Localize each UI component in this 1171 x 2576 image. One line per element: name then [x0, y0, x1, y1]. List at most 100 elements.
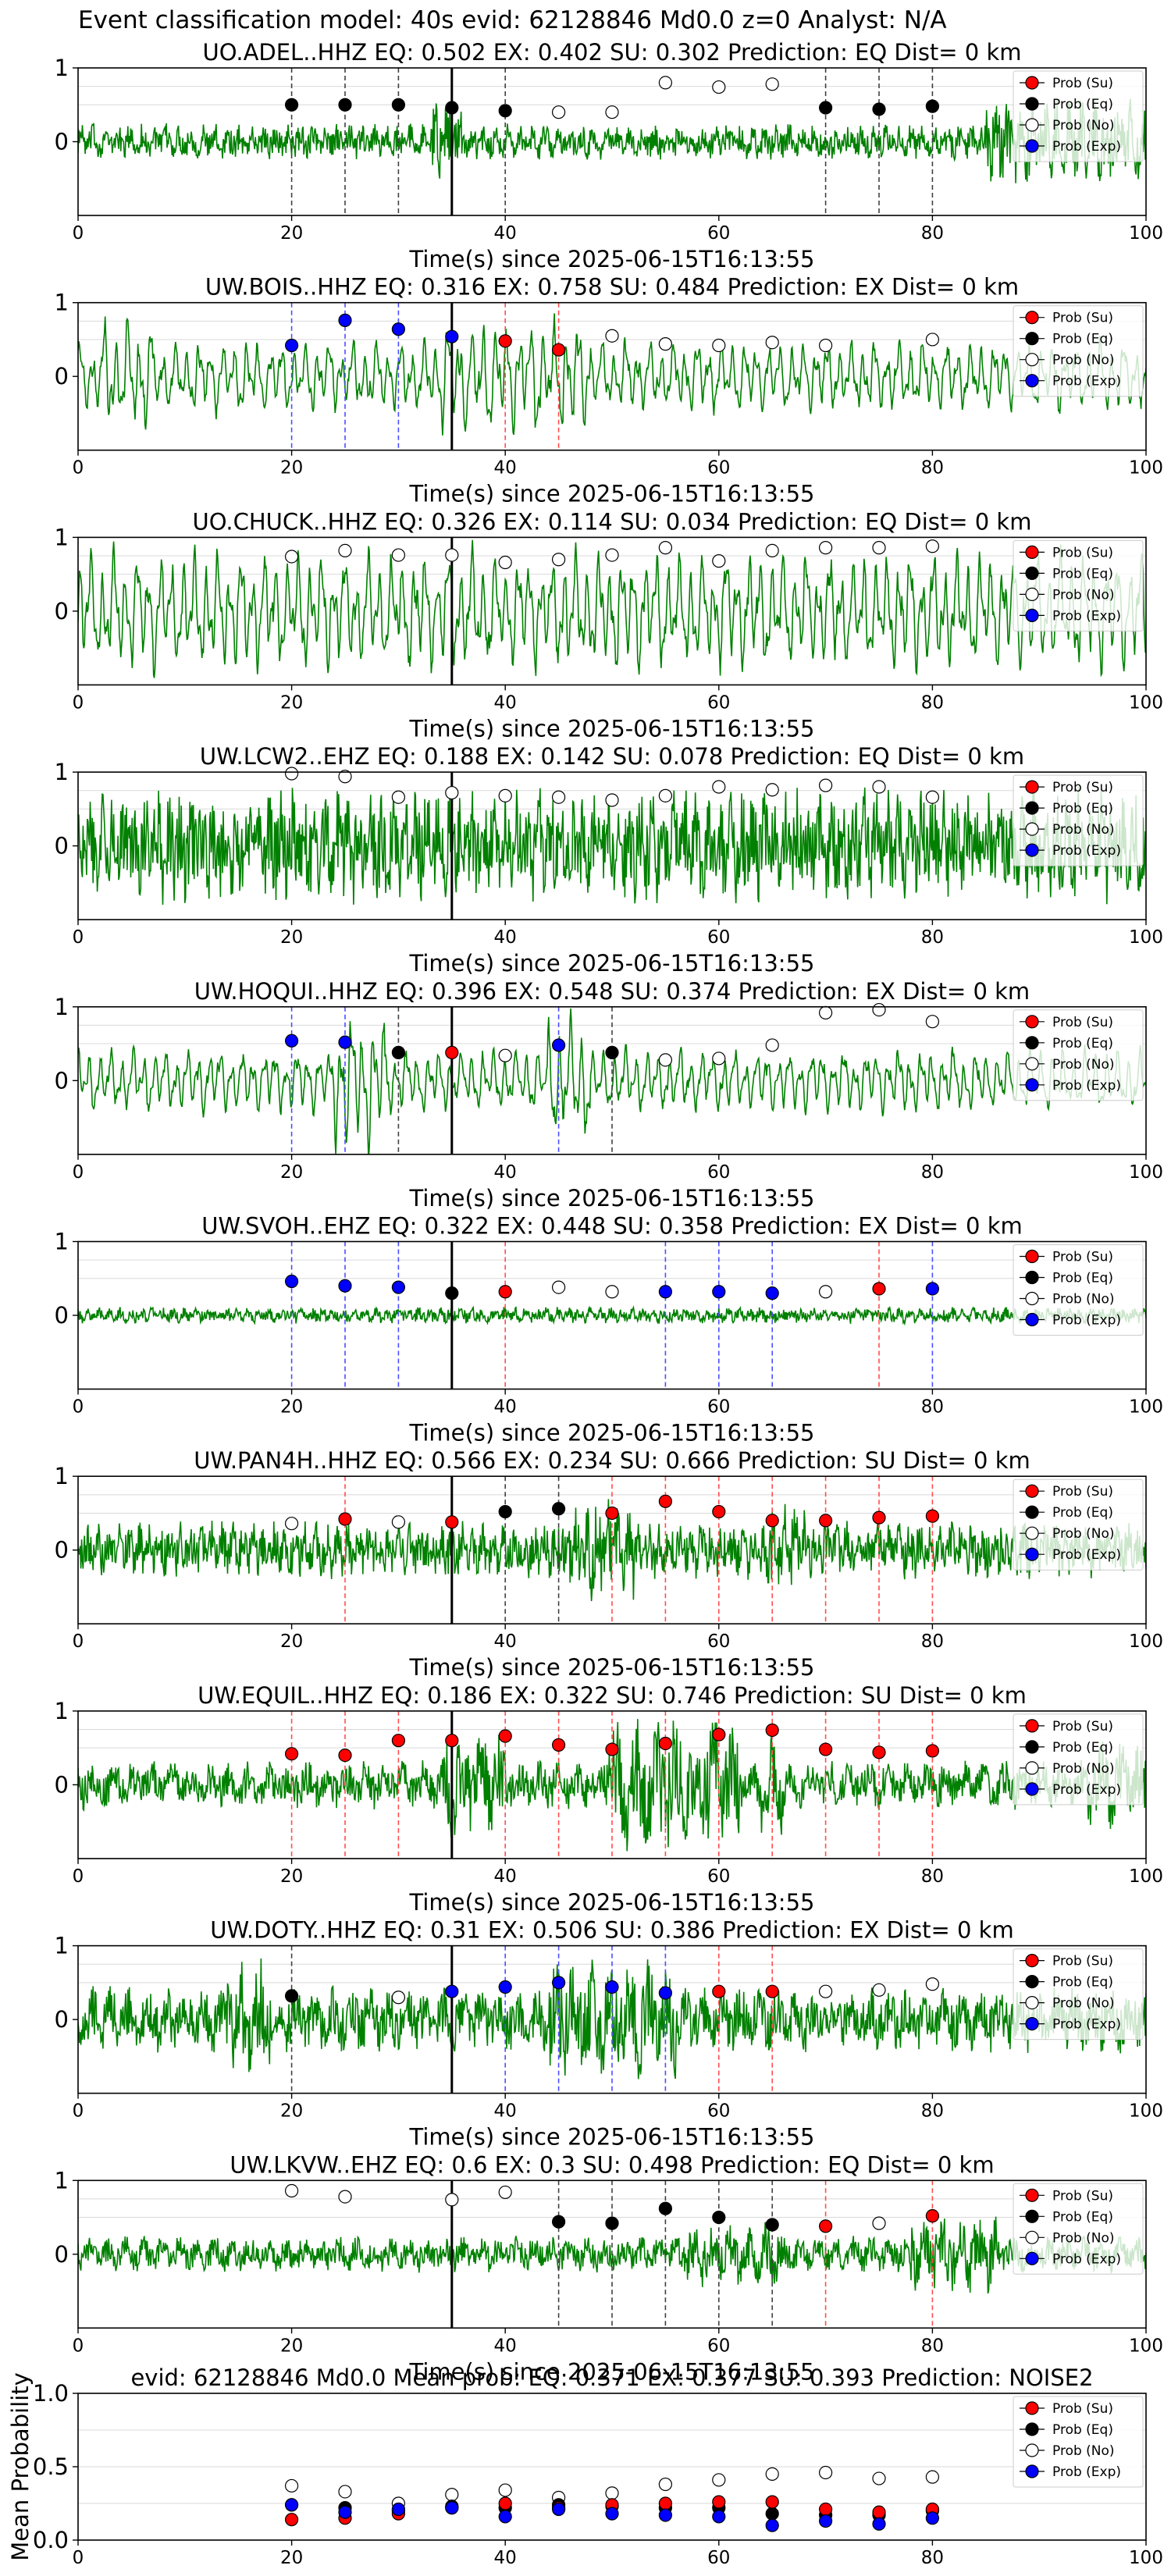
panel-7-legend-label-no: Prob (No): [1052, 1526, 1115, 1542]
panel-5-legend-marker-su: [1025, 1015, 1039, 1029]
panel-9-xtick-label-2: 40: [494, 2101, 517, 2122]
panel-11-xtick-label-5: 100: [1129, 2548, 1163, 2568]
panel-3-point-no-10: [818, 541, 833, 555]
panel-10-point-no-3: [498, 2185, 512, 2200]
panel-10-point-su-9: [818, 2219, 833, 2233]
panel-8-ytick-label-0: 0: [55, 1771, 69, 1798]
panel-7-legend-marker-su: [1025, 1484, 1039, 1498]
panel-4-point-no-4: [498, 788, 512, 802]
panel-4-title: UW.LCW2..EHZ EQ: 0.188 EX: 0.142 SU: 0.0…: [200, 743, 1024, 770]
panel-1-ytick-label-0: 0: [55, 129, 69, 155]
panel-6-point-no-6: [605, 1285, 619, 1299]
panel-1-legend-label-exp: Prob (Exp): [1052, 139, 1121, 155]
panel-1-point-no-7: [658, 76, 673, 90]
panel-1-point-no-8: [712, 80, 726, 94]
panel-7-xtick-label-4: 80: [921, 1631, 944, 1652]
panel-11-legend-label-exp: Prob (Exp): [1052, 2464, 1121, 2480]
panel-10-point-no-10: [872, 2216, 886, 2230]
panel-2-point-su-4: [498, 334, 512, 348]
panel-10-legend-label-eq: Prob (Eq): [1052, 2209, 1113, 2225]
panel-5-point-eq-2: [391, 1045, 405, 1059]
panel-5-point-no-8: [712, 1051, 726, 1066]
panel-4-point-no-8: [712, 780, 726, 794]
panel-6-point-no-5: [551, 1280, 566, 1294]
panel-8-title: UW.EQUIL..HHZ EQ: 0.186 EX: 0.322 SU: 0.…: [198, 1682, 1027, 1709]
panel-3-point-no-8: [712, 554, 726, 568]
panel-3-ytick-label-1: 1: [55, 524, 69, 550]
panel-2-title: UW.BOIS..HHZ EQ: 0.316 EX: 0.758 SU: 0.4…: [205, 274, 1019, 301]
panel-8: UW.EQUIL..HHZ EQ: 0.186 EX: 0.322 SU: 0.…: [55, 1682, 1163, 1916]
panel-1-title: UO.ADEL..HHZ EQ: 0.502 EX: 0.402 SU: 0.3…: [202, 39, 1021, 66]
panel-11-legend-label-su: Prob (Su): [1052, 2401, 1113, 2417]
panel-11-point-no-4: [498, 2483, 512, 2497]
panel-6-point-eq-3: [445, 1286, 459, 1300]
panel-11-point-su-36: [818, 2502, 833, 2517]
panel-5-point-su-3: [445, 1045, 459, 1059]
panel-5-legend-label-exp: Prob (Exp): [1052, 1078, 1121, 1094]
panel-10-point-eq-6: [658, 2201, 673, 2215]
panel-11-point-exp-41: [391, 2502, 405, 2517]
panel-6-legend-label-exp: Prob (Exp): [1052, 1313, 1121, 1329]
panel-2-legend-label-eq: Prob (Eq): [1052, 332, 1113, 347]
panel-11-point-no-6: [605, 2486, 619, 2500]
panel-8-point-su-8: [712, 1727, 726, 1742]
panel-4-xtick-label-1: 20: [280, 927, 303, 948]
panel-6-point-no-10: [818, 1285, 833, 1299]
panel-10-point-eq-4: [551, 2215, 566, 2229]
panel-11-point-su-30: [498, 2496, 512, 2510]
panel-11-point-su-35: [765, 2495, 779, 2509]
panel-1-legend-label-no: Prob (No): [1052, 118, 1115, 133]
panel-9-legend-label-no: Prob (No): [1052, 1996, 1115, 2012]
panel-11-point-no-8: [712, 2473, 726, 2487]
panel-5-point-exp-1: [338, 1035, 352, 1049]
panel-8-xtick-label-1: 20: [280, 1866, 303, 1887]
panel-7-point-su-12: [925, 1509, 940, 1523]
panel-8-xtick-label-0: 0: [73, 1866, 84, 1887]
panel-8-legend-marker-eq: [1025, 1740, 1039, 1754]
panel-11-xtick-label-3: 60: [707, 2548, 730, 2568]
panel-4-legend-label-su: Prob (Su): [1052, 780, 1113, 795]
panel-8-ytick-label-1: 1: [55, 1698, 69, 1724]
panel-2-xtick-label-2: 40: [494, 458, 517, 479]
panel-2-point-exp-3: [445, 329, 459, 343]
panel-5-point-exp-0: [285, 1034, 299, 1048]
panel-10-ytick-label-0: 0: [55, 2241, 69, 2268]
panel-9-legend-box: [1013, 1948, 1144, 2041]
panel-11-point-exp-48: [765, 2518, 779, 2532]
panel-1-ytick-label-1: 1: [55, 55, 69, 81]
panel-6-waveform: [78, 1305, 1146, 1326]
panel-8-point-su-11: [872, 1745, 886, 1759]
panel-3-point-no-4: [498, 555, 512, 570]
panel-7-xtick-label-5: 100: [1129, 1631, 1163, 1652]
panel-9-xtick-label-0: 0: [73, 2101, 84, 2122]
panel-11-point-exp-49: [818, 2514, 833, 2528]
panel-3: UO.CHUCK..HHZ EQ: 0.326 EX: 0.114 SU: 0.…: [55, 508, 1163, 742]
panel-7-point-su-8: [712, 1504, 726, 1519]
panel-10-xtick-label-3: 60: [707, 2336, 730, 2356]
panel-4-xtick-label-0: 0: [73, 927, 84, 948]
panel-11-point-no-11: [872, 2471, 886, 2485]
panel-1-legend-label-su: Prob (Su): [1052, 76, 1113, 91]
panel-10-legend-marker-su: [1025, 2188, 1039, 2202]
panel-2-xtick-label-3: 60: [707, 458, 730, 479]
panel-11-point-exp-40: [338, 2505, 352, 2519]
panel-10: UW.LKVW..EHZ EQ: 0.6 EX: 0.3 SU: 0.498 P…: [55, 2151, 1163, 2385]
panel-9-point-exp-2: [445, 1984, 459, 1998]
panel-8-point-su-9: [765, 1723, 779, 1738]
panel-8-legend-marker-su: [1025, 1719, 1039, 1733]
panel-3-xtick-label-4: 80: [921, 692, 944, 713]
panel-1-xlabel: Time(s) since 2025-06-15T16:13:55: [409, 246, 815, 272]
panel-8-legend-label-no: Prob (No): [1052, 1761, 1115, 1777]
panel-4-xtick-label-3: 60: [707, 927, 730, 948]
panel-4-legend-marker-no: [1025, 822, 1039, 836]
panel-11-point-exp-46: [658, 2508, 673, 2522]
panel-8-point-su-0: [285, 1747, 299, 1761]
panel-1-xtick-label-5: 100: [1129, 223, 1163, 244]
panel-10-xtick-label-1: 20: [280, 2336, 303, 2356]
panel-6-title: UW.SVOH..EHZ EQ: 0.322 EX: 0.448 SU: 0.3…: [201, 1213, 1023, 1240]
panel-5-legend-label-eq: Prob (Eq): [1052, 1036, 1113, 1051]
panel-10-xtick-label-5: 100: [1129, 2336, 1163, 2356]
panel-2-point-no-7: [658, 337, 673, 351]
panel-8-legend-label-eq: Prob (Eq): [1052, 1740, 1113, 1756]
panel-8-point-su-7: [658, 1736, 673, 1751]
